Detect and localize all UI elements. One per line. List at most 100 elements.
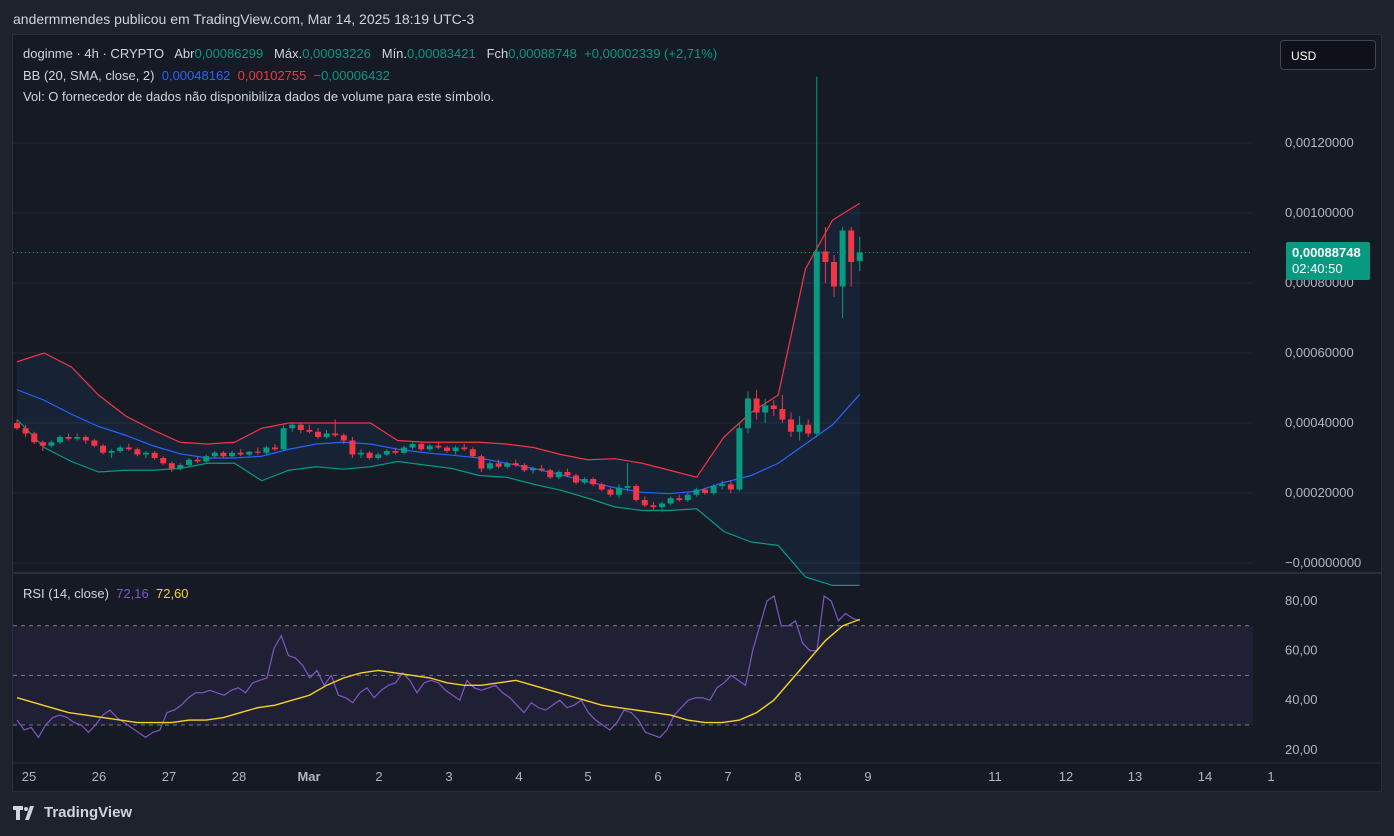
candle-body bbox=[616, 487, 622, 495]
candle-body bbox=[39, 442, 46, 446]
candle-body bbox=[667, 498, 674, 504]
rsi-tick-label: 60,00 bbox=[1285, 643, 1318, 658]
legend-bb-upper: 0,00102755 bbox=[237, 68, 307, 83]
rsi-tick-label: 20,00 bbox=[1285, 742, 1318, 757]
candle-body bbox=[684, 494, 691, 500]
candle-body bbox=[848, 230, 855, 262]
candle-body bbox=[788, 419, 794, 432]
last-price-countdown: 02:40:50 bbox=[1292, 261, 1343, 276]
candle-body bbox=[289, 424, 296, 429]
time-tick-label: 14 bbox=[1198, 769, 1212, 784]
candle-body bbox=[702, 489, 708, 493]
time-tick-label: 2 bbox=[375, 769, 382, 784]
candle-body bbox=[555, 472, 562, 478]
legend-bb-label: BB (20, SMA, close, 2) bbox=[23, 68, 155, 83]
candle-body bbox=[487, 463, 493, 469]
time-tick-label: 28 bbox=[232, 769, 246, 784]
chart-canvas[interactable]: 0,001200000,001000000,000800000,00060000… bbox=[13, 35, 1382, 792]
last-price-value: 0,00088748 bbox=[1292, 245, 1361, 260]
legend-rsi-label: RSI (14, close) bbox=[23, 586, 109, 601]
legend-change: +0,00002339 (+2,71%) bbox=[584, 46, 718, 61]
candle-body bbox=[246, 451, 253, 455]
candle-body bbox=[641, 500, 648, 506]
price-tick-label: 0,00060000 bbox=[1285, 345, 1354, 360]
candle-body bbox=[779, 409, 786, 420]
legend-high-label: Máx. bbox=[274, 46, 303, 61]
candle-body bbox=[280, 428, 287, 450]
candle-body bbox=[160, 458, 167, 464]
candle-body bbox=[607, 489, 614, 495]
candle-body bbox=[495, 463, 502, 467]
header-title: andermmendes publicou em TradingView.com… bbox=[13, 11, 475, 27]
candle-body bbox=[598, 484, 605, 490]
tradingview-logo-icon bbox=[13, 805, 34, 820]
candle-body bbox=[461, 447, 468, 450]
candle-body bbox=[521, 465, 528, 471]
candle-body bbox=[375, 454, 382, 458]
candle-body bbox=[813, 251, 820, 434]
candle-body bbox=[117, 447, 124, 451]
time-tick-label: 27 bbox=[162, 769, 176, 784]
bollinger-lower-line bbox=[16, 419, 860, 587]
candle-body bbox=[444, 447, 450, 451]
legend-close-label: Fch bbox=[486, 46, 509, 61]
candle-body bbox=[297, 424, 304, 430]
candle-body bbox=[633, 486, 640, 500]
candle-body bbox=[650, 505, 657, 507]
legend-rsi-value: 72,16 bbox=[116, 586, 149, 601]
time-tick-label: 8 bbox=[794, 769, 801, 784]
legend-open: 0,00086299 bbox=[194, 46, 264, 61]
legend-ohlc: doginme · 4h · CRYPTO Abr0,00086299 Máx.… bbox=[23, 46, 717, 61]
footer-brand-text: TradingView bbox=[44, 804, 133, 821]
candle-body bbox=[564, 472, 571, 476]
candle-body bbox=[435, 445, 442, 448]
candle-body bbox=[418, 444, 425, 450]
legend-bb: BB (20, SMA, close, 2) 0,00048162 0,0010… bbox=[23, 68, 390, 83]
legend-symbol: doginme · 4h · CRYPTO bbox=[23, 46, 165, 61]
bollinger-band-fill bbox=[17, 203, 860, 586]
candle-body bbox=[770, 405, 777, 409]
footer-brand[interactable]: TradingView bbox=[13, 804, 132, 821]
candle-body bbox=[727, 484, 734, 490]
time-tick-label: 4 bbox=[515, 769, 522, 784]
candle-body bbox=[186, 459, 192, 465]
candle-body bbox=[676, 498, 683, 500]
candle-body bbox=[796, 424, 803, 432]
time-tick-label: 5 bbox=[584, 769, 591, 784]
candle-body bbox=[340, 435, 347, 441]
time-tick-label: 12 bbox=[1059, 769, 1073, 784]
candle-body bbox=[151, 452, 158, 458]
candle-body bbox=[134, 449, 141, 455]
candle-body bbox=[805, 424, 812, 434]
candle-body bbox=[48, 442, 55, 446]
candle-body bbox=[581, 479, 588, 483]
candle-body bbox=[168, 463, 175, 469]
candle-body bbox=[822, 251, 829, 262]
legend-low: 0,00083421 bbox=[407, 46, 476, 61]
candle-body bbox=[719, 484, 726, 486]
price-tick-label: 0,00100000 bbox=[1285, 205, 1354, 220]
price-tick-label: −0,00000000 bbox=[1285, 555, 1361, 570]
time-tick-label: 3 bbox=[445, 769, 452, 784]
candle-body bbox=[22, 428, 29, 434]
candle-body bbox=[512, 463, 519, 465]
rsi-tick-label: 40,00 bbox=[1285, 692, 1318, 707]
candle-body bbox=[547, 470, 554, 478]
candle-body bbox=[220, 452, 227, 457]
candle-body bbox=[31, 433, 38, 443]
candle-body bbox=[530, 468, 536, 471]
candle-body bbox=[100, 445, 106, 453]
candle-body bbox=[478, 456, 485, 469]
chart-frame[interactable]: 0,00120000 0,00100000 0,00080000 0,00060000… bbox=[12, 34, 1382, 792]
candle-body bbox=[125, 447, 132, 450]
legend-rsi: RSI (14, close) 72,16 72,60 bbox=[23, 586, 189, 601]
candle-body bbox=[177, 465, 184, 469]
legend-low-label: Mín. bbox=[381, 46, 408, 61]
time-tick-label: 26 bbox=[92, 769, 106, 784]
currency-button[interactable]: USD bbox=[1280, 40, 1376, 70]
legend-bb-basis: 0,00048162 bbox=[161, 68, 231, 83]
last-price-label: 0,00088748 02:40:50 bbox=[1286, 242, 1370, 280]
candle-body bbox=[315, 431, 321, 437]
candle-body bbox=[409, 444, 416, 448]
candle-body bbox=[143, 452, 149, 455]
